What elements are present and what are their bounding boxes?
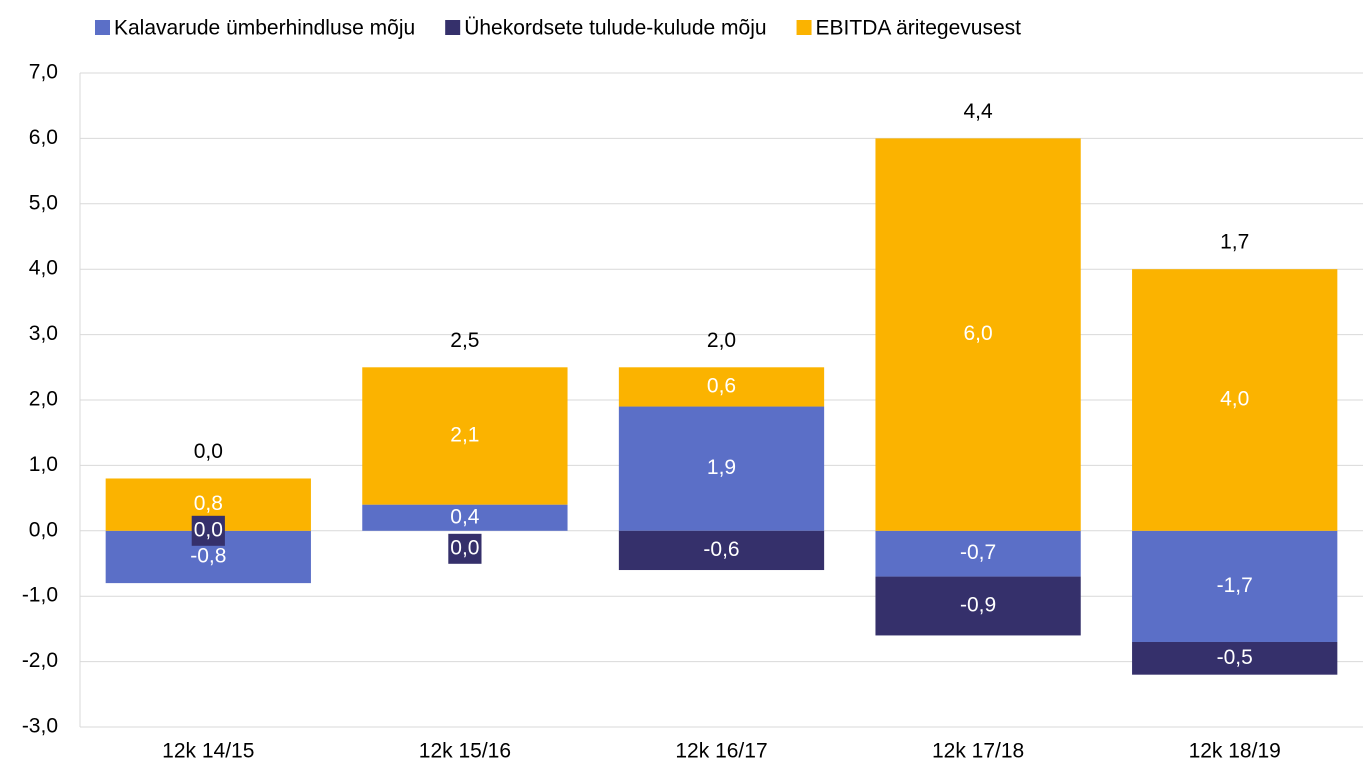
data-label-group: 0,4 [450,505,480,528]
legend-label: EBITDA äritegevusest [816,17,1022,40]
y-tick-label: 1,0 [29,453,58,476]
y-tick-label: 4,0 [29,257,58,280]
total-label: 4,4 [963,100,993,123]
legend-swatch [445,20,461,35]
data-label: 6,0 [963,322,992,345]
data-label: -0,8 [190,545,226,568]
data-label-group: -0,8 [190,545,226,568]
data-label-background [448,533,482,564]
legend-label: Ühekordsete tulude-kulude mõju [464,17,766,40]
bar-segment [875,576,1081,636]
data-label: 4,0 [1220,388,1249,411]
bar-segment [1132,641,1338,675]
data-label: 2,1 [450,424,479,447]
data-label-group: 4,0 [1220,388,1249,411]
data-label-group: -0,5 [1217,646,1253,669]
data-label-group: -0,6 [703,538,739,561]
data-label: -0,5 [1217,646,1253,669]
x-tick-label: 12k 16/17 [675,740,767,763]
data-label: 0,4 [450,505,480,528]
bar-segment [875,138,1081,531]
x-tick-label: 12k 14/15 [162,740,254,763]
total-label: 1,7 [1220,231,1249,254]
x-tick-label: 12k 17/18 [932,740,1024,763]
bar-segment [1132,269,1338,531]
x-tick-label: 12k 15/16 [419,740,511,763]
x-tick-label: 12k 18/19 [1189,740,1281,763]
y-tick-label: 2,0 [29,388,58,411]
data-label: 0,6 [707,374,736,397]
bar-segment [362,504,568,531]
data-label: 1,9 [707,456,736,479]
data-label-group: 0,0 [191,515,225,546]
y-tick-label: 7,0 [29,61,58,84]
bar-segment [1132,530,1338,642]
data-label-group: -0,7 [960,541,996,564]
y-tick-label: -1,0 [22,584,58,607]
total-label: 2,5 [450,329,479,352]
bar-segment [875,530,1081,577]
legend-swatch [95,20,110,35]
y-tick-label: 5,0 [29,191,58,214]
data-label: 0,0 [194,518,223,541]
data-label-group: 0,8 [194,492,223,515]
data-label: -0,9 [960,594,996,617]
bar-segment [618,530,825,571]
data-label-group: 0,6 [707,374,736,397]
data-label: 0,0 [450,536,479,559]
y-tick-label: 3,0 [29,322,58,345]
data-label: -0,7 [960,541,996,564]
data-label-group: -0,9 [960,594,996,617]
data-label-background [191,515,225,546]
bar-segment [362,367,568,505]
data-label: 0,8 [194,492,223,515]
data-label: -0,6 [703,538,739,561]
data-label: -1,7 [1217,574,1253,597]
legend-swatch [796,20,812,35]
legend-label: Kalavarude ümberhindluse mõju [114,17,415,40]
total-label: 2,0 [707,329,736,352]
data-label-group: -1,7 [1217,574,1253,597]
y-tick-label: -3,0 [22,715,58,738]
bar-segment [618,367,825,407]
data-label-group: 2,1 [450,424,479,447]
total-label: 0,0 [194,440,223,463]
y-tick-label: 6,0 [29,126,58,149]
y-tick-label: -2,0 [22,649,58,672]
data-label-group: 6,0 [963,322,992,345]
data-label-group: 1,9 [707,456,736,479]
bar-segment [618,406,825,531]
data-label-group: 0,0 [448,533,482,564]
y-tick-label: 0,0 [29,518,58,541]
